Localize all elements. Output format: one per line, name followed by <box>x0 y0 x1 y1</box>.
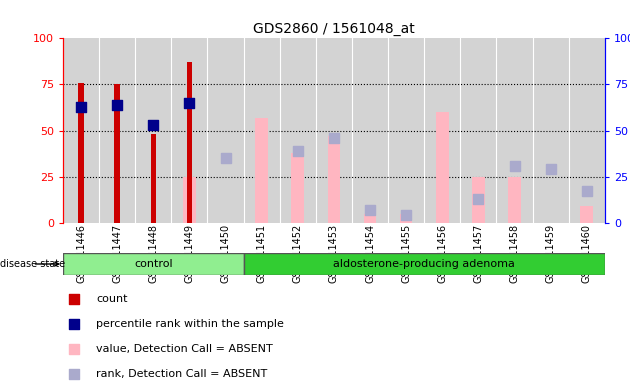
Bar <box>364 214 376 223</box>
Bar <box>244 253 605 275</box>
Bar <box>508 177 521 223</box>
Bar <box>461 38 496 223</box>
Point <box>293 148 303 154</box>
Point <box>401 212 411 218</box>
Bar <box>151 134 156 223</box>
Bar <box>388 38 424 223</box>
Text: disease state: disease state <box>0 259 65 269</box>
Point <box>69 296 79 302</box>
Point <box>69 346 79 352</box>
Point <box>220 155 231 161</box>
Title: GDS2860 / 1561048_at: GDS2860 / 1561048_at <box>253 22 415 36</box>
Bar <box>135 38 171 223</box>
Bar <box>186 62 192 223</box>
Text: aldosterone-producing adenoma: aldosterone-producing adenoma <box>333 259 515 269</box>
Point <box>365 207 375 213</box>
Point <box>112 102 122 108</box>
Text: value, Detection Call = ABSENT: value, Detection Call = ABSENT <box>96 344 273 354</box>
Bar <box>171 38 207 223</box>
Bar <box>400 214 413 223</box>
Bar <box>63 38 99 223</box>
Bar <box>328 136 340 223</box>
Bar <box>78 83 84 223</box>
Bar <box>424 38 461 223</box>
Bar <box>472 177 484 223</box>
Bar <box>316 38 352 223</box>
Bar <box>115 84 120 223</box>
Bar <box>292 153 304 223</box>
Text: percentile rank within the sample: percentile rank within the sample <box>96 319 284 329</box>
Point <box>69 321 79 327</box>
Bar <box>352 38 388 223</box>
Point <box>581 188 592 194</box>
Bar <box>183 177 196 223</box>
Bar <box>532 38 569 223</box>
Bar <box>63 253 244 275</box>
Point <box>546 166 556 172</box>
Point <box>510 162 520 169</box>
Bar <box>255 118 268 223</box>
Bar <box>99 38 135 223</box>
Text: control: control <box>134 259 173 269</box>
Text: rank, Detection Call = ABSENT: rank, Detection Call = ABSENT <box>96 369 268 379</box>
Point <box>148 122 158 128</box>
Bar <box>280 38 316 223</box>
Bar <box>436 112 449 223</box>
Bar <box>244 38 280 223</box>
Point <box>76 104 86 110</box>
Bar <box>207 38 244 223</box>
Bar <box>569 38 605 223</box>
Point <box>69 371 79 377</box>
Point <box>329 135 339 141</box>
Point <box>473 196 483 202</box>
Text: count: count <box>96 294 128 304</box>
Point <box>185 100 195 106</box>
Bar <box>496 38 532 223</box>
Bar <box>580 206 593 223</box>
